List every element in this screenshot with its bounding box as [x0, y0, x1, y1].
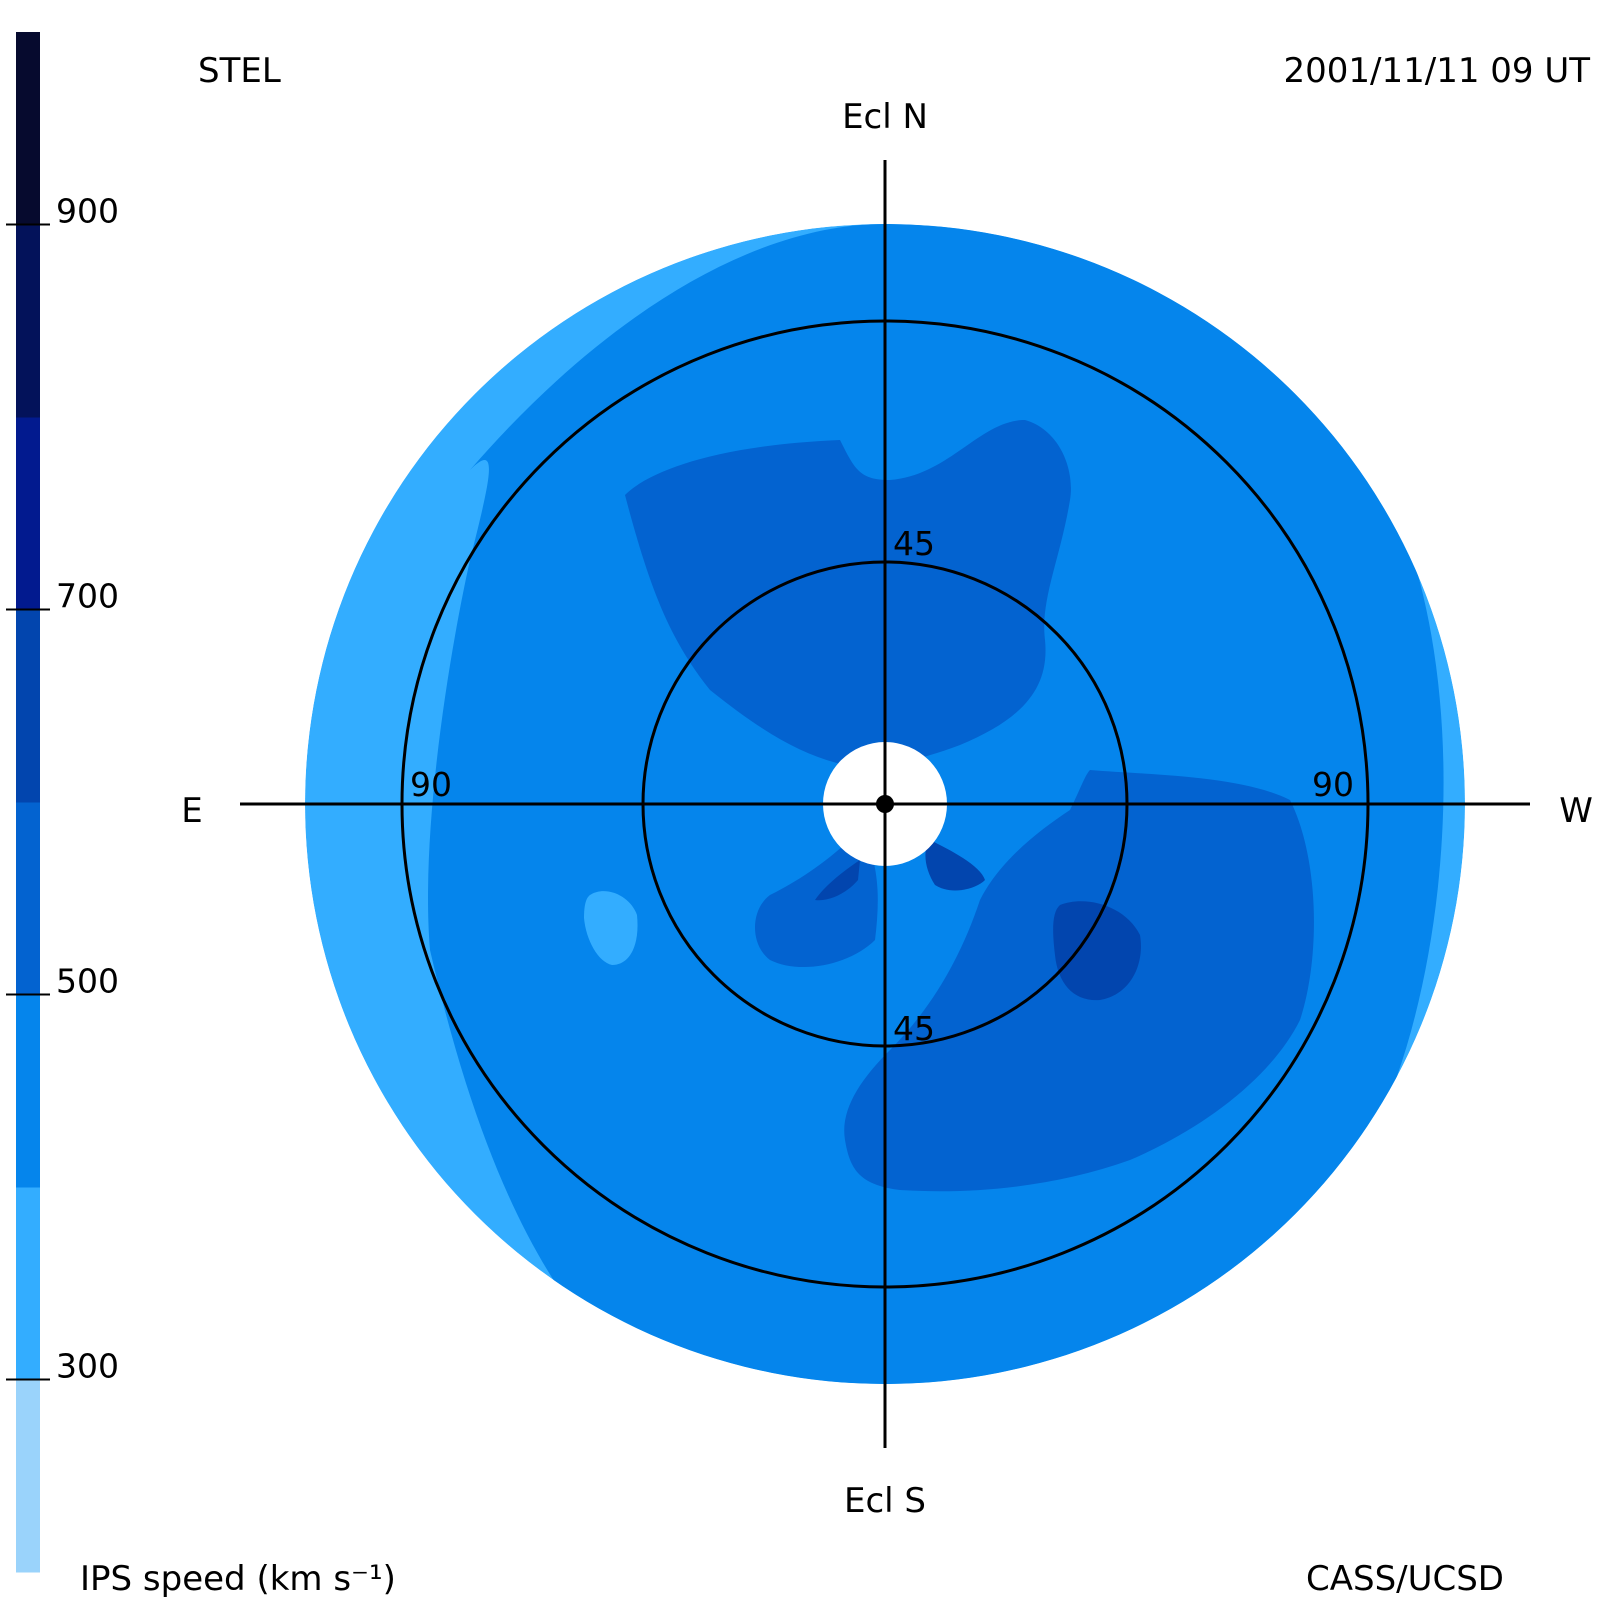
map-region-east-patch	[584, 891, 638, 965]
colorbar-band-700-800	[16, 417, 40, 610]
colorbar-band-300-400	[16, 1187, 40, 1380]
colorbar-tick-label-300: 300	[56, 1347, 119, 1386]
colorbar-tick-label-700: 700	[56, 577, 119, 616]
compass-south: Ecl S	[844, 1481, 926, 1521]
colorbar-tick-label-900: 900	[56, 192, 119, 231]
ring-label-45-south: 45	[893, 1009, 935, 1048]
observatory-label: STEL	[198, 51, 281, 91]
compass-west: W	[1559, 791, 1593, 831]
credit-label: CASS/UCSD	[1306, 1559, 1504, 1599]
compass-north: Ecl N	[842, 97, 928, 137]
ring-label-90-west: 90	[1312, 765, 1354, 804]
colorbar-band-500-600	[16, 802, 40, 995]
map-region-north-lobe	[625, 420, 1071, 767]
ring-label-45-north: 45	[893, 524, 935, 563]
timestamp-label: 2001/11/11 09 UT	[1284, 51, 1591, 91]
map-region-patch-west	[925, 840, 985, 891]
colorbar-tick-label-500: 500	[56, 962, 119, 1001]
map-region-patch-east	[815, 860, 860, 901]
colorbar-band-600-700	[16, 609, 40, 803]
colorbar-ticks: 300 500 700 900	[6, 192, 119, 1386]
colorbar-band-200-300	[16, 1379, 40, 1573]
colorbar-band-900-1000	[16, 32, 40, 225]
colorbar-band-400-500	[16, 994, 40, 1188]
compass-east: E	[181, 791, 202, 831]
colorbar-band-800-900	[16, 224, 40, 418]
ring-label-90-east: 90	[410, 765, 452, 804]
colorbar-label: IPS speed (km s⁻¹)	[80, 1559, 396, 1599]
colorbar	[16, 32, 40, 1573]
map-region-core	[1053, 901, 1141, 1001]
